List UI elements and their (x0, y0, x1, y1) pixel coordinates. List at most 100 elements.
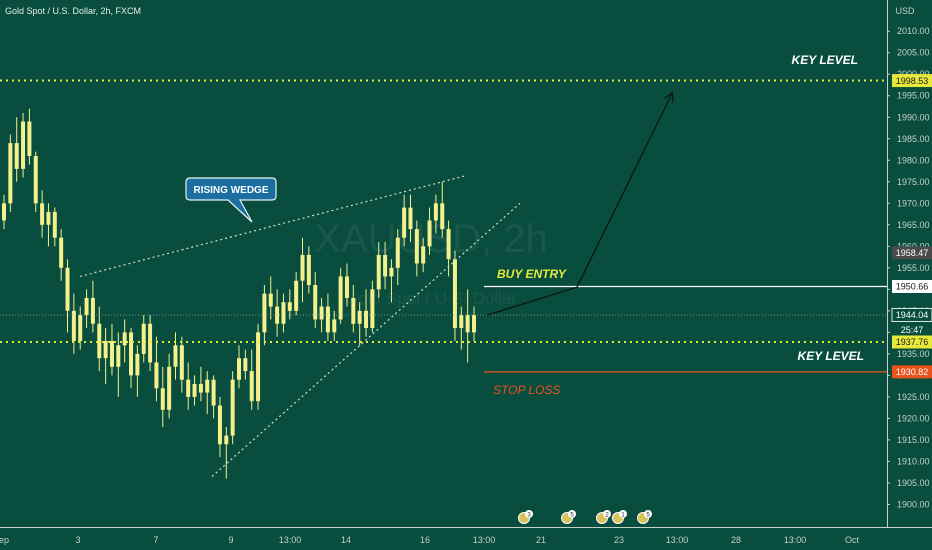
candle-body[interactable] (414, 229, 419, 264)
wedge-upper-line[interactable] (79, 174, 468, 278)
y-tick-label: 1900.00 (897, 499, 930, 509)
candle-body[interactable] (84, 297, 89, 316)
candle-body[interactable] (90, 297, 95, 324)
x-tick-label: 7 (153, 535, 158, 545)
candle-body[interactable] (27, 121, 32, 156)
candle-body[interactable] (116, 345, 121, 367)
candle-body[interactable] (65, 267, 70, 311)
price-axis-panel[interactable] (887, 0, 932, 550)
candle-body[interactable] (14, 143, 19, 169)
candle-body[interactable] (103, 340, 108, 359)
x-tick-label: 23 (614, 535, 624, 545)
price-tag-label: 1950.66 (896, 282, 929, 292)
price-tag-dark[interactable] (892, 246, 932, 260)
candle-body[interactable] (389, 267, 394, 277)
y-tick-label: 2010.00 (897, 26, 930, 36)
candle-body[interactable] (452, 259, 457, 329)
candle-body[interactable] (205, 379, 210, 393)
candle-body[interactable] (357, 310, 362, 324)
candle-body[interactable] (294, 280, 299, 311)
candle-body[interactable] (141, 323, 146, 354)
candle-body[interactable] (472, 315, 476, 333)
candle-body[interactable] (364, 310, 369, 329)
candle-body[interactable] (440, 203, 445, 230)
candle-body[interactable] (109, 340, 114, 367)
price-tag-key[interactable] (892, 74, 932, 88)
key-level-bottom-label: KEY LEVEL (798, 349, 864, 363)
candle-body[interactable] (40, 203, 45, 225)
candle-body[interactable] (179, 345, 184, 380)
candle-body[interactable] (319, 306, 324, 320)
candle-body[interactable] (446, 229, 451, 260)
price-tag-entry[interactable] (892, 279, 932, 293)
y-tick-label: 1985.00 (897, 134, 930, 144)
candle-body[interactable] (421, 246, 426, 264)
candle-body[interactable] (154, 362, 159, 389)
candle-body[interactable] (465, 315, 470, 333)
x-tick-label: 9 (228, 535, 233, 545)
candle-body[interactable] (459, 315, 464, 329)
candle-body[interactable] (306, 254, 311, 286)
price-tag-current[interactable] (891, 307, 932, 322)
candle-body[interactable] (287, 302, 292, 311)
candle-body[interactable] (402, 207, 407, 238)
wedge-lower-line[interactable] (211, 202, 521, 477)
candle-body[interactable] (217, 405, 222, 445)
candle-body[interactable] (300, 254, 305, 281)
candle-body[interactable] (325, 306, 330, 333)
candle-body[interactable] (2, 203, 6, 221)
candle-body[interactable] (198, 383, 203, 393)
candle-body[interactable] (427, 220, 432, 247)
candle-body[interactable] (186, 379, 191, 397)
candle-body[interactable] (97, 323, 102, 359)
candle-body[interactable] (46, 211, 51, 225)
candle-body[interactable] (433, 203, 438, 221)
candle-body[interactable] (135, 353, 140, 376)
x-tick-label: 14 (341, 535, 351, 545)
candle-body[interactable] (122, 332, 127, 346)
candle-body[interactable] (129, 332, 134, 376)
candle-body[interactable] (376, 254, 381, 290)
projection-arrow[interactable] (486, 94, 672, 316)
candle-body[interactable] (230, 379, 235, 436)
candle-body[interactable] (21, 121, 26, 169)
candle-body[interactable] (256, 332, 261, 402)
price-tag-countdown[interactable] (892, 323, 932, 337)
candle-body[interactable] (211, 379, 216, 406)
candle-body[interactable] (237, 358, 241, 380)
candle-body[interactable] (224, 435, 229, 445)
candle-body[interactable] (338, 276, 343, 320)
candle-body[interactable] (281, 302, 286, 324)
candle-body[interactable] (370, 289, 375, 329)
candle-body[interactable] (78, 315, 83, 341)
candle-body[interactable] (8, 143, 13, 204)
candle-body[interactable] (262, 293, 267, 333)
candle-body[interactable] (332, 319, 337, 333)
candle-body[interactable] (351, 297, 356, 324)
price-tag-key[interactable] (892, 335, 932, 349)
candle-body[interactable] (167, 366, 172, 410)
candle-body[interactable] (59, 237, 64, 268)
y-tick-label: 1970.00 (897, 198, 930, 208)
candle-body[interactable] (383, 254, 388, 277)
candle-body[interactable] (52, 211, 57, 238)
candle-body[interactable] (249, 371, 254, 402)
candle-body[interactable] (243, 358, 248, 372)
candle-body[interactable] (160, 388, 165, 410)
candle-body[interactable] (192, 383, 197, 397)
candle-body[interactable] (148, 323, 153, 363)
candle-body[interactable] (71, 310, 76, 341)
candle-body[interactable] (33, 155, 38, 204)
currency-label: USD (895, 6, 915, 16)
price-tag-stop[interactable] (892, 365, 932, 379)
candle-body[interactable] (268, 293, 273, 307)
candle-body[interactable] (275, 306, 280, 324)
candle-body[interactable] (408, 207, 413, 230)
candle-body[interactable] (395, 237, 400, 268)
candle-body[interactable] (344, 276, 349, 298)
time-axis-panel[interactable] (0, 527, 932, 550)
candle-body[interactable] (173, 345, 178, 367)
candle-body[interactable] (313, 285, 318, 320)
rising-wedge-badge[interactable] (185, 177, 277, 223)
